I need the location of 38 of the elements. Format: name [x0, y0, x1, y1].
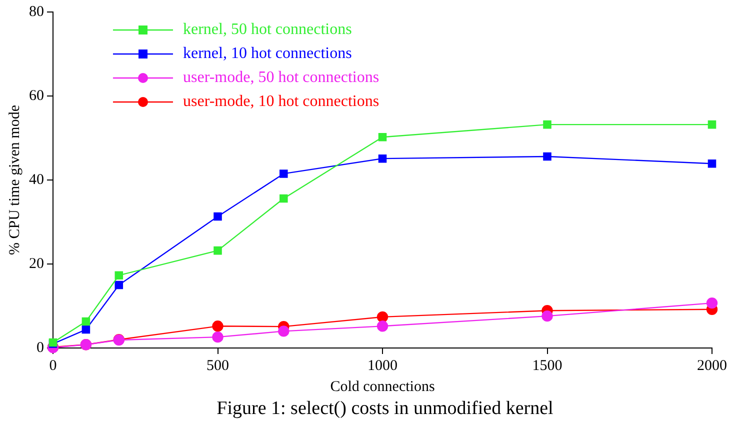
point: [114, 280, 124, 290]
point: [212, 320, 224, 332]
point: [378, 154, 387, 163]
x-axis-title: Cold connections: [330, 378, 435, 395]
legend-label: user-mode, 10 hot connections: [183, 93, 380, 110]
x-tick-label: 0: [49, 358, 57, 374]
point: [542, 310, 553, 322]
point: [708, 120, 716, 129]
x-tick-label: 500: [206, 358, 229, 374]
point: [378, 133, 387, 142]
point: [82, 325, 90, 334]
legend-label: kernel, 50 hot connections: [183, 21, 352, 38]
point: [280, 194, 288, 203]
point: [114, 271, 124, 280]
y-tick-label: 20: [29, 256, 44, 272]
legend-label: user-mode, 50 hot connections: [183, 69, 380, 86]
point: [706, 297, 718, 309]
point: [212, 331, 224, 343]
x-tick-label: 1000: [368, 358, 398, 374]
y-axis-title: % CPU time given mode: [6, 104, 23, 255]
point: [376, 311, 388, 323]
point: [82, 317, 90, 326]
point: [280, 170, 288, 178]
point: [376, 320, 388, 332]
legend-label: kernel, 10 hot connections: [183, 45, 352, 62]
point: [214, 212, 222, 221]
x-tick-label: 2000: [697, 358, 727, 374]
point: [214, 246, 222, 255]
point: [708, 159, 716, 168]
y-tick-label: 0: [36, 340, 44, 356]
y-tick-label: 60: [29, 88, 44, 104]
point: [543, 120, 552, 129]
point: [278, 326, 290, 337]
y-tick-label: 40: [29, 172, 44, 188]
x-tick-label: 1500: [532, 358, 562, 374]
y-tick-label: 80: [29, 4, 44, 20]
caption: Figure 1: select() costs in unmodified kernel: [216, 397, 554, 421]
point: [543, 152, 552, 161]
